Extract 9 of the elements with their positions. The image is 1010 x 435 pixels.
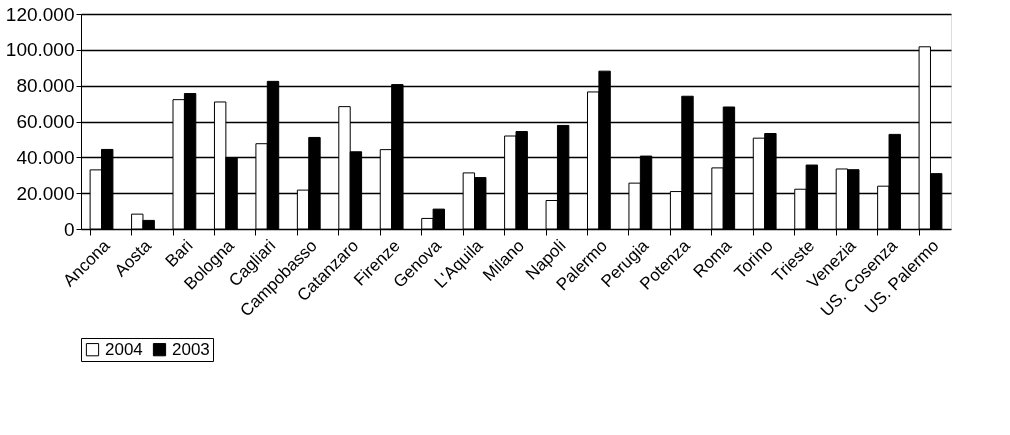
y-tick-label: 20.000 bbox=[16, 182, 75, 204]
y-tick-label: 100.000 bbox=[5, 39, 75, 61]
y-tick-label: 80.000 bbox=[16, 75, 75, 97]
legend-label: 2004 bbox=[105, 339, 143, 359]
y-tick-label: 40.000 bbox=[16, 146, 75, 168]
y-tick-label: 0 bbox=[63, 218, 75, 240]
y-tick-label: 120.000 bbox=[5, 3, 75, 25]
y-tick-label: 60.000 bbox=[16, 111, 75, 132]
legend-label: 2003 bbox=[172, 339, 210, 359]
